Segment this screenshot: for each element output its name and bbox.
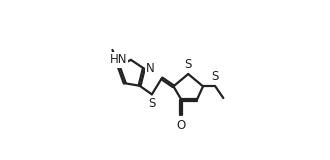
Text: S: S <box>212 70 219 83</box>
Text: N: N <box>146 62 154 75</box>
Text: HN: HN <box>110 53 127 66</box>
Text: O: O <box>177 119 186 132</box>
Text: S: S <box>148 97 155 110</box>
Text: S: S <box>184 58 192 71</box>
